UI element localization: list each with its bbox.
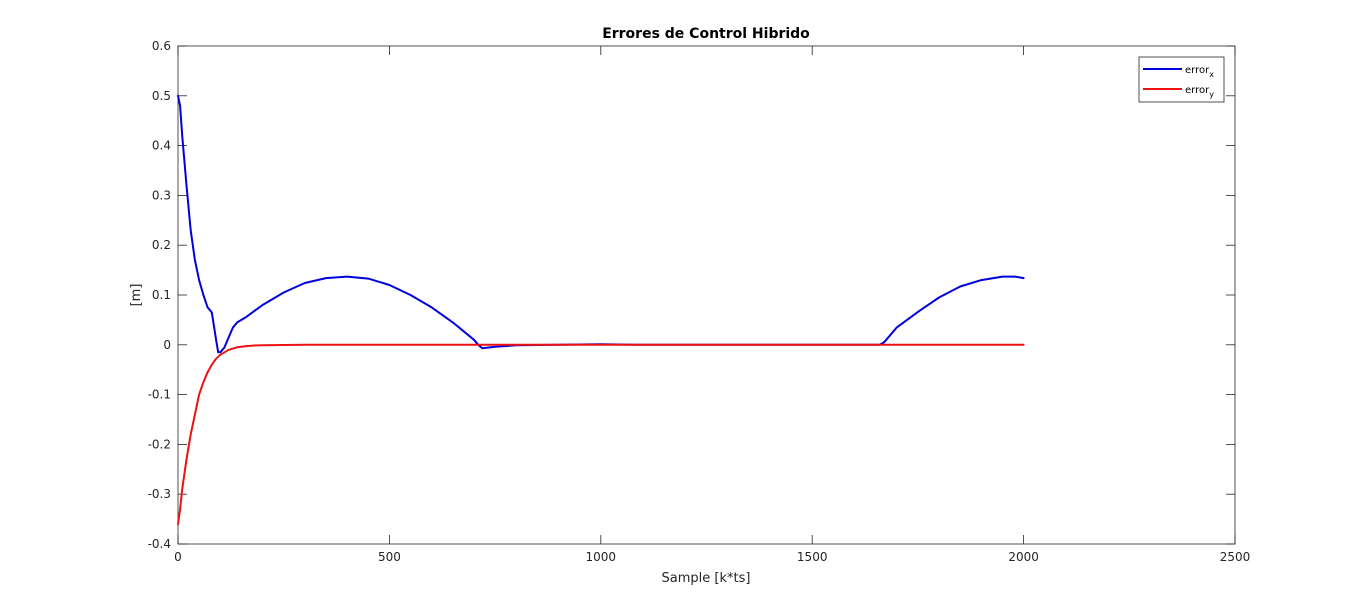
y-tick-label: -0.2 bbox=[148, 437, 171, 451]
y-tick-label: 0.1 bbox=[152, 288, 171, 302]
y-tick-label: 0 bbox=[163, 338, 171, 352]
series-lines bbox=[177, 94, 1025, 526]
y-tick-label: -0.1 bbox=[148, 388, 171, 402]
legend-label-error-y: errory bbox=[1185, 85, 1214, 99]
y-tick-label: 0.2 bbox=[152, 238, 171, 252]
y-axis-tick-labels: -0.4 -0.3 -0.2 -0.1 0 0.1 0.2 0.3 0.4 0.5 0.6 bbox=[148, 39, 171, 551]
legend: errorx errory bbox=[1138, 56, 1225, 103]
x-tick-label: 0 bbox=[174, 550, 182, 564]
y-tick-label: 0.4 bbox=[152, 139, 171, 153]
x-tick-label: 2000 bbox=[1008, 550, 1039, 564]
axis-ticks bbox=[177, 45, 1236, 545]
legend-label-error-x: errorx bbox=[1185, 65, 1214, 79]
plot-area bbox=[177, 45, 1236, 545]
x-tick-label: 2500 bbox=[1220, 550, 1251, 564]
x-axis-tick-labels: 0 500 1000 1500 2000 2500 bbox=[174, 550, 1250, 564]
x-tick-label: 1500 bbox=[797, 550, 828, 564]
x-tick-label: 500 bbox=[378, 550, 401, 564]
x-axis-label: Sample [k*ts] bbox=[662, 571, 751, 586]
y-tick-label: -0.3 bbox=[148, 487, 171, 501]
y-axis-label: [m] bbox=[129, 284, 144, 307]
legend-box bbox=[1138, 56, 1225, 103]
x-tick-label: 1000 bbox=[586, 550, 617, 564]
series-line-error-y bbox=[177, 343, 1025, 526]
series-line-error-x bbox=[177, 94, 1025, 354]
y-tick-label: -0.4 bbox=[148, 537, 171, 551]
y-tick-label: 0.6 bbox=[152, 39, 171, 53]
chart-title: Errores de Control Hibrido bbox=[602, 26, 810, 42]
y-tick-label: 0.3 bbox=[152, 188, 171, 202]
y-tick-label: 0.5 bbox=[152, 89, 171, 103]
